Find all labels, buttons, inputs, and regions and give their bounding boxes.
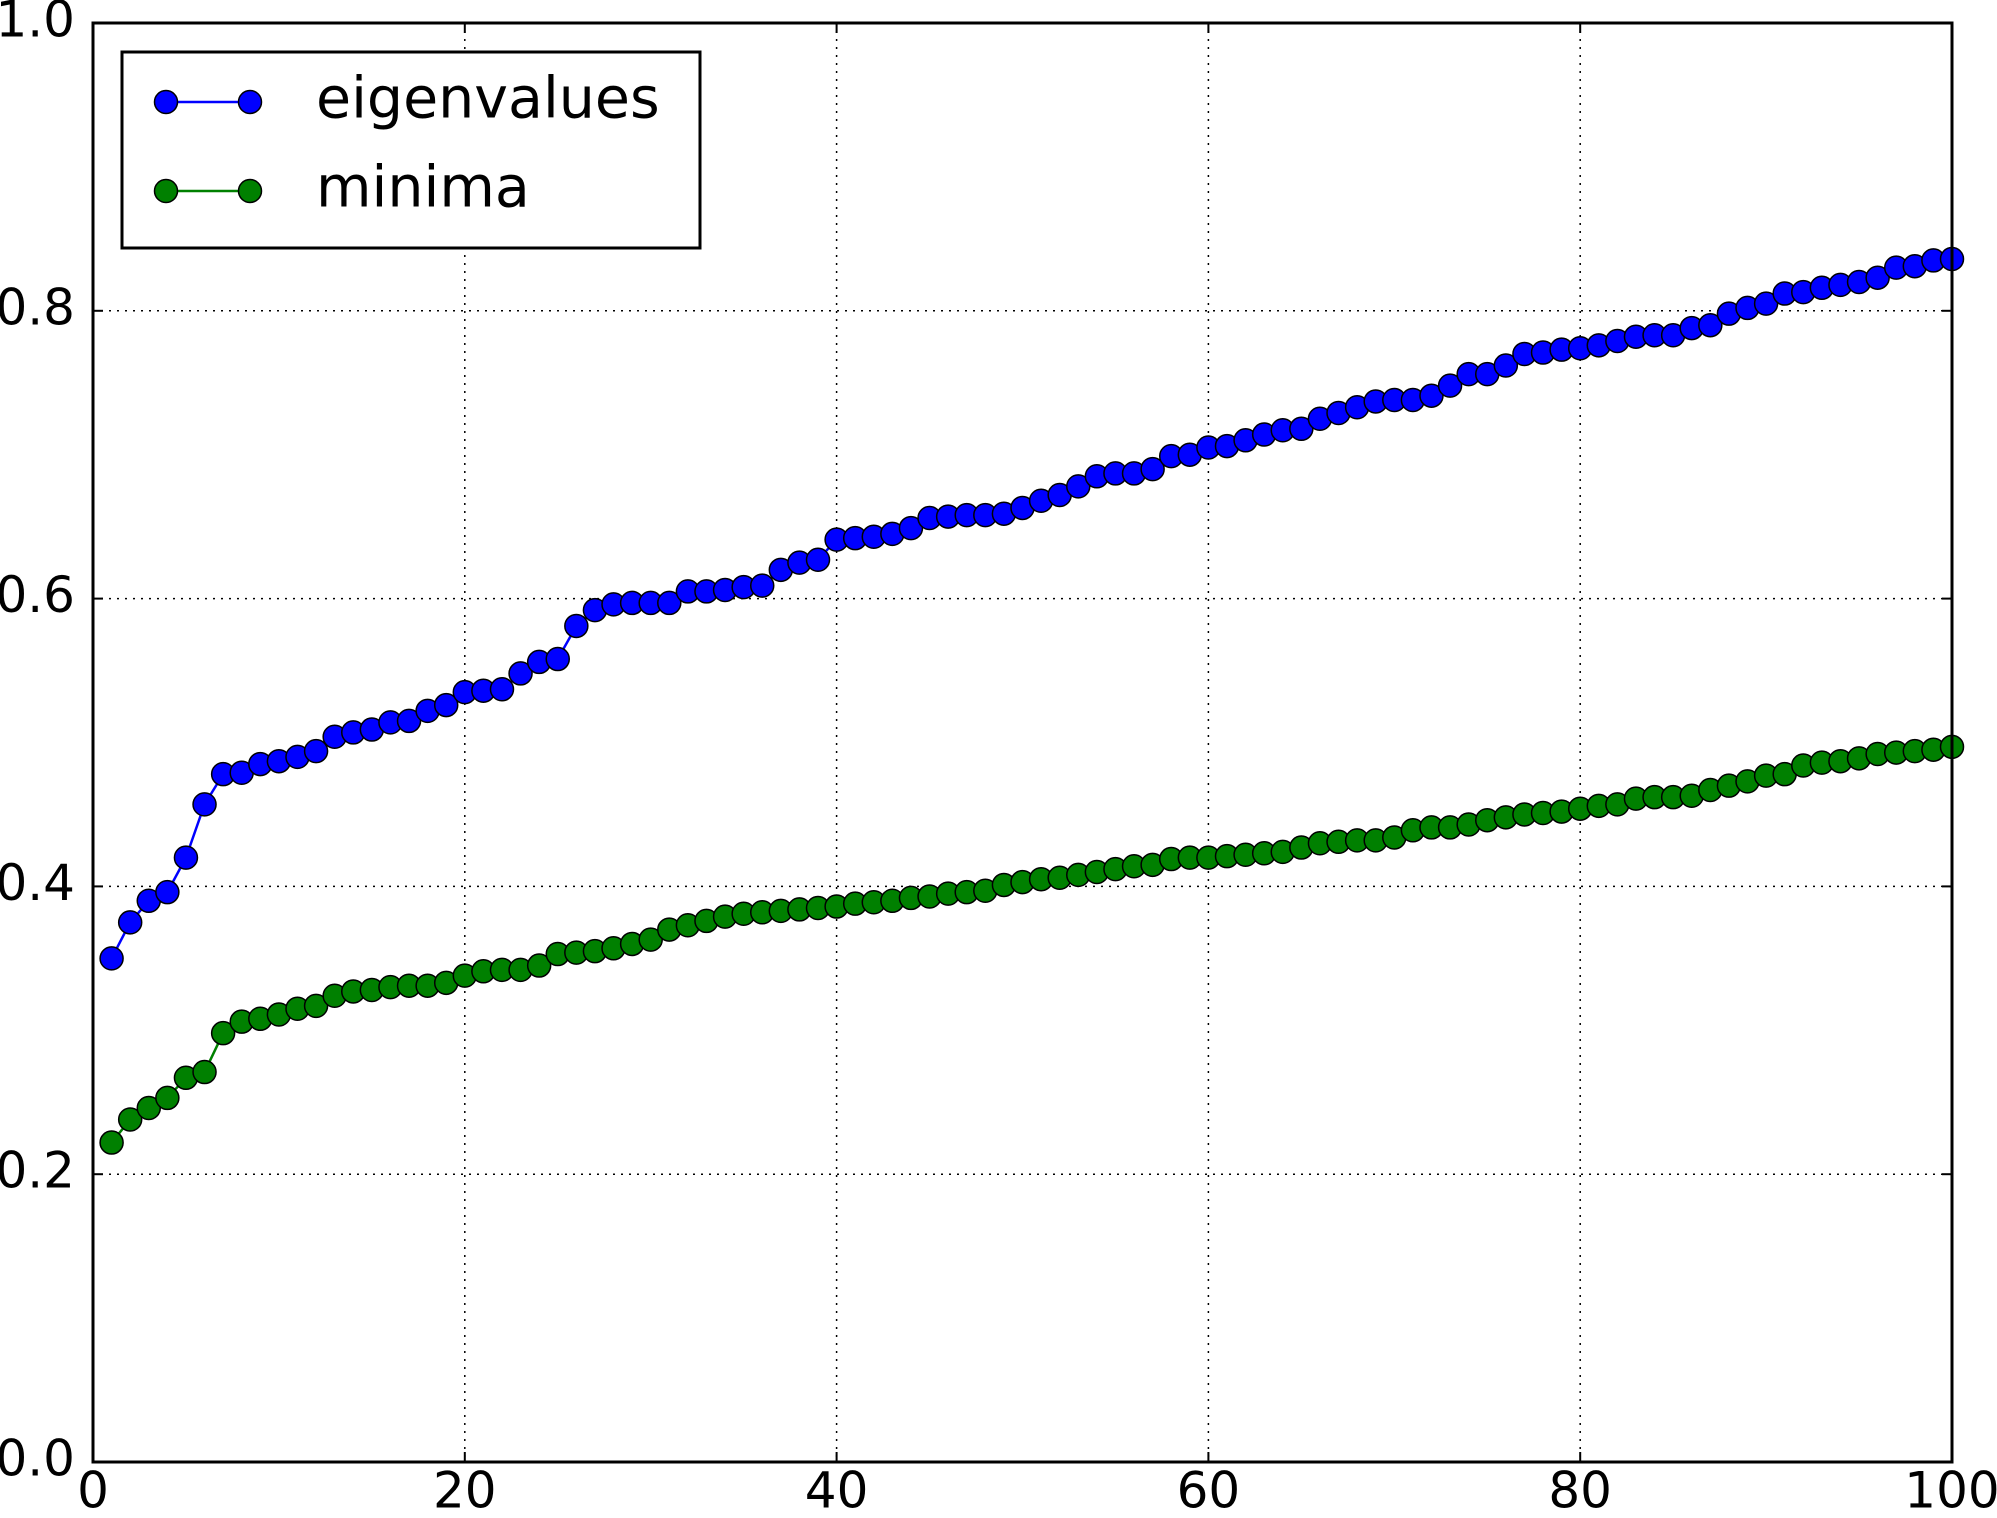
legend: eigenvalues minima <box>120 50 702 250</box>
data-point <box>489 677 515 702</box>
data-point <box>136 1095 162 1121</box>
data-point <box>433 692 459 718</box>
data-point <box>99 1130 124 1155</box>
y-tick-label: 0.8 <box>0 278 75 336</box>
data-point <box>303 993 329 1019</box>
legend-marker <box>237 178 263 204</box>
data-point <box>1493 353 1519 378</box>
x-tick-label: 60 <box>1177 1462 1241 1518</box>
x-tick-label: 100 <box>1904 1462 1997 1518</box>
data-point <box>1698 312 1723 338</box>
legend-label: eigenvalues <box>316 66 660 132</box>
y-tick-label: 0.0 <box>0 1430 75 1488</box>
data-point <box>749 573 775 598</box>
x-tick-label: 80 <box>1548 1462 1612 1518</box>
data-point <box>192 1059 217 1085</box>
y-tick-label: 1.0 <box>0 0 75 49</box>
series-line <box>110 257 1953 959</box>
legend-marker <box>153 178 179 204</box>
data-point <box>1066 474 1091 499</box>
data-point <box>1865 265 1890 290</box>
data-point <box>192 792 217 817</box>
y-tick-label: 0.2 <box>0 1142 75 1200</box>
data-point <box>99 946 124 971</box>
data-point <box>1289 416 1314 442</box>
data-point <box>545 646 570 672</box>
x-tick-label: 40 <box>805 1462 869 1518</box>
data-point <box>1753 291 1779 316</box>
legend-marker <box>153 89 179 115</box>
data-point <box>303 738 329 764</box>
x-tick-label: 20 <box>433 1462 497 1518</box>
legend-label: minima <box>316 155 530 221</box>
data-point <box>526 953 552 978</box>
y-tick-label: 0.6 <box>0 566 75 624</box>
data-point <box>117 1107 143 1132</box>
plot-frame <box>91 21 1954 1464</box>
legend-marker <box>237 89 263 115</box>
data-point <box>396 708 422 734</box>
legend-box <box>120 50 702 250</box>
data-point <box>173 845 199 870</box>
data-point <box>1437 373 1463 398</box>
x-tick-label: 0 <box>77 1462 109 1518</box>
data-point <box>117 910 143 935</box>
y-tick-label: 0.4 <box>0 854 75 912</box>
data-point <box>508 661 533 686</box>
data-point <box>638 927 663 952</box>
data-point <box>155 879 180 905</box>
data-point <box>657 590 682 616</box>
data-point <box>1140 456 1165 482</box>
data-point <box>805 547 831 572</box>
data-point <box>898 515 924 541</box>
data-point <box>1419 383 1444 408</box>
data-point <box>210 1020 236 1046</box>
data-point <box>564 613 589 639</box>
data-point <box>155 1085 180 1111</box>
